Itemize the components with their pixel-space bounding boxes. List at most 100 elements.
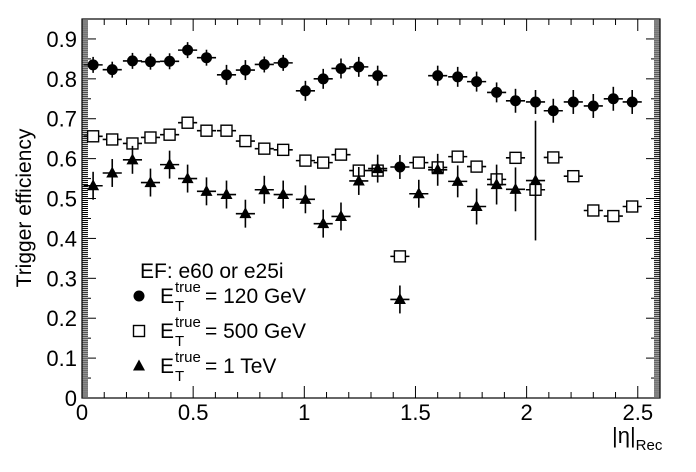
data-point [83, 56, 103, 73]
marker [412, 156, 425, 169]
marker [567, 96, 579, 108]
legend-label-base: E [160, 285, 174, 308]
legend-marker [133, 290, 145, 302]
data-point [543, 151, 563, 164]
data-point [448, 165, 468, 198]
data-point [178, 116, 198, 129]
data-point [216, 180, 237, 209]
data-point [140, 131, 161, 144]
y-tick-label: 0.4 [46, 226, 77, 251]
data-point [543, 98, 563, 123]
marker [491, 86, 503, 98]
data-point [349, 167, 369, 195]
legend-label-sup: true [175, 314, 201, 331]
marker [258, 183, 271, 195]
marker [393, 250, 407, 263]
marker [509, 151, 522, 165]
marker [126, 55, 138, 67]
marker [87, 59, 99, 71]
data-point [603, 209, 623, 223]
data-point [622, 200, 642, 213]
data-point [505, 167, 526, 212]
legend-label-sub: T [175, 298, 184, 315]
data-point [160, 53, 180, 70]
marker [335, 62, 347, 74]
legend-label-rest: = 500 GeV [205, 320, 306, 343]
y-axis-label: Trigger efficiency [13, 128, 36, 287]
data-point [390, 285, 410, 314]
data-point [196, 124, 217, 137]
legend-label-rest: = 1 TeV [205, 355, 276, 378]
marker [626, 96, 638, 108]
legend-label-base: E [160, 320, 174, 343]
marker [126, 153, 139, 165]
marker [509, 182, 522, 194]
x-axis-label-sub: Rec [636, 437, 663, 454]
data-point [178, 164, 198, 193]
data-point [448, 150, 468, 163]
data-point [583, 204, 603, 217]
data-point [390, 155, 410, 179]
x-tick-label: 1.5 [400, 400, 431, 425]
marker [372, 70, 384, 82]
marker [239, 207, 252, 219]
y-tick-label: 0.3 [46, 266, 77, 291]
data-point [235, 199, 255, 228]
data-point [331, 58, 351, 79]
marker [181, 116, 194, 129]
marker [607, 209, 620, 223]
series-2 [83, 120, 546, 314]
data-point [235, 134, 255, 148]
data-point [122, 52, 143, 69]
marker [106, 166, 119, 178]
marker [451, 174, 464, 186]
data-point [622, 90, 642, 114]
marker [587, 204, 600, 217]
data-point [525, 90, 546, 114]
marker [258, 142, 271, 155]
data-point [390, 250, 410, 263]
marker [277, 188, 290, 200]
data-point [196, 177, 217, 206]
marker [547, 105, 559, 117]
y-tick-label: 0.8 [46, 67, 77, 92]
marker [451, 150, 464, 163]
data-point [83, 171, 103, 200]
legend-label-sub: T [175, 333, 184, 350]
data-point [409, 179, 429, 208]
marker [317, 73, 329, 85]
y-tick-label: 0.9 [46, 27, 77, 52]
data-point [505, 151, 526, 165]
marker [317, 156, 330, 169]
data-point [122, 145, 143, 174]
marker [163, 158, 176, 170]
y-tick-label: 0 [65, 386, 77, 411]
data-point [313, 209, 333, 238]
marker [200, 124, 213, 137]
marker [181, 172, 194, 184]
data-point [448, 66, 468, 87]
axis-ticks [81, 19, 660, 399]
marker [431, 163, 444, 175]
marker [182, 44, 194, 56]
data-series [83, 42, 642, 314]
marker [470, 200, 483, 212]
data-point [140, 53, 161, 70]
data-point [295, 185, 315, 214]
data-point [368, 65, 388, 86]
data-point [349, 56, 369, 77]
data-point [467, 71, 487, 92]
marker [164, 55, 176, 67]
x-axis-label-main: |η| [612, 423, 636, 448]
marker [144, 176, 157, 188]
data-point [603, 86, 623, 111]
y-tick-label: 0.5 [46, 187, 77, 212]
data-point [254, 56, 274, 73]
marker [470, 160, 483, 173]
data-point [331, 202, 351, 231]
marker [144, 131, 157, 144]
marker [334, 148, 348, 161]
marker [317, 217, 330, 229]
